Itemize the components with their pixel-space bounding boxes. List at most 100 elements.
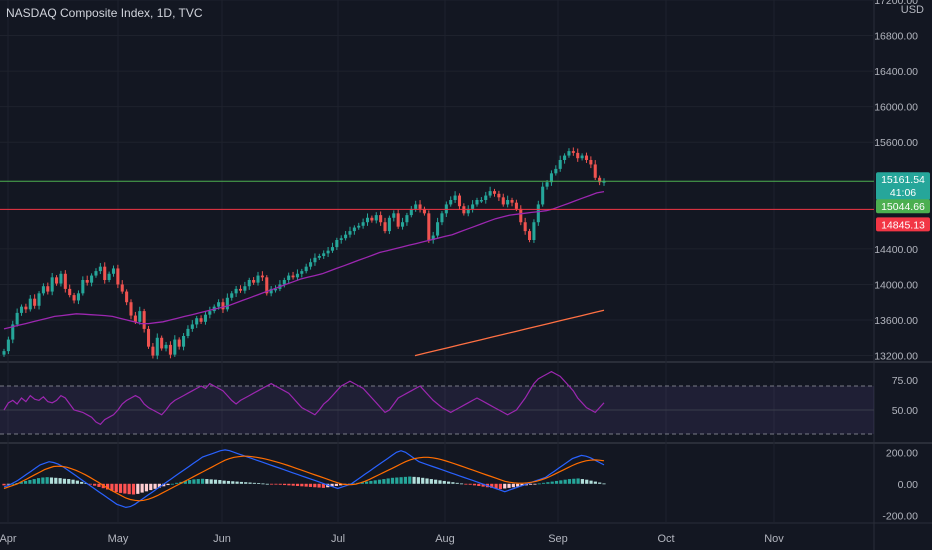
macd-histogram-bar (287, 483, 291, 486)
candle (436, 222, 440, 236)
price-tick-label: 13600.00 (874, 315, 918, 327)
macd-histogram-bar (559, 480, 563, 484)
macd-histogram-bar (175, 482, 179, 484)
candle (501, 197, 505, 205)
macd-histogram-bar (2, 483, 6, 486)
candle (514, 202, 518, 209)
candle (457, 195, 462, 207)
candle (221, 302, 225, 310)
candle (361, 222, 365, 226)
candle (506, 200, 510, 205)
candle (291, 275, 295, 278)
macd-histogram-bar (576, 478, 580, 484)
macd-histogram-bar (546, 482, 550, 484)
rsi-tick-label: 75.00 (892, 375, 918, 387)
candle (269, 288, 273, 294)
macd-histogram-bar (308, 483, 313, 487)
candle (598, 177, 602, 183)
ma200-line (414, 309, 605, 357)
macd-histogram-bar (455, 482, 459, 484)
macd-histogram-bar (257, 483, 261, 484)
candle (203, 314, 207, 322)
candle (85, 280, 89, 283)
candle (335, 240, 339, 248)
x-tick-label: Jul (331, 533, 345, 545)
macd-histogram-bar (218, 480, 222, 484)
candle (173, 339, 177, 355)
macd-histogram-bar (369, 480, 373, 484)
macd-histogram-bar (282, 483, 287, 486)
candle (580, 155, 584, 159)
macd-histogram-bar (278, 483, 282, 485)
candle (146, 328, 151, 347)
candle (155, 337, 159, 356)
candle (431, 235, 435, 240)
candle (344, 234, 348, 239)
macd-histogram-bar (265, 483, 269, 485)
macd-histogram-bar (28, 480, 32, 484)
macd-histogram-bar (19, 481, 23, 484)
candle (81, 280, 85, 294)
candle (405, 215, 409, 223)
last-price-label-bg (876, 172, 930, 201)
candle (497, 193, 501, 198)
candle (471, 204, 475, 209)
macd-histogram-bar (105, 483, 110, 490)
macd-histogram-bar (593, 481, 597, 484)
candle (401, 222, 405, 227)
candle (558, 160, 562, 169)
candle (33, 298, 37, 306)
macd-histogram-bar (403, 476, 408, 484)
candle (475, 200, 479, 205)
candle (484, 195, 488, 200)
macd-histogram-bar (41, 477, 45, 484)
signal-line (3, 455, 605, 502)
macd-histogram-bar (274, 483, 278, 485)
macd-histogram-bar (36, 478, 41, 484)
price-tick-label: 14000.00 (874, 279, 918, 291)
candle (41, 286, 45, 294)
candle (28, 298, 32, 310)
candle (563, 155, 567, 160)
macd-histogram-bar (123, 483, 127, 494)
candle (151, 346, 155, 356)
macd-histogram-bar (602, 483, 606, 485)
rsi-pane (0, 370, 874, 435)
macd-histogram-bar (162, 483, 166, 487)
macd-histogram-bar (421, 477, 425, 484)
candle (593, 164, 597, 178)
candle (554, 168, 558, 174)
candle (252, 280, 256, 283)
candle (295, 273, 299, 278)
candle (383, 222, 387, 232)
candle (449, 200, 453, 205)
candle (164, 344, 168, 349)
candle (142, 311, 146, 329)
macd-histogram-bar (412, 476, 416, 484)
macd-histogram-bar (395, 477, 399, 484)
candle (352, 227, 356, 232)
macd-histogram-bar (373, 480, 377, 484)
macd-histogram-bar (58, 478, 62, 484)
x-tick-label: Sep (548, 533, 568, 545)
candle (186, 328, 190, 336)
x-tick-label: May (108, 533, 129, 545)
macd-histogram-bar (386, 478, 390, 484)
candle (370, 217, 374, 221)
macd-histogram-bar (477, 483, 481, 486)
currency-label: USD (900, 4, 924, 16)
macd-histogram-bar (209, 479, 213, 484)
macd-histogram-bar (572, 478, 576, 484)
price-tick-label: 16000.00 (874, 102, 918, 114)
ma-price-label-bg (876, 199, 930, 214)
candle (138, 311, 142, 322)
candle (549, 173, 553, 183)
candle (107, 273, 111, 280)
macd-histogram-bar (192, 479, 196, 484)
macd-histogram-bar (291, 483, 295, 486)
candle (523, 222, 527, 232)
macd-histogram-bar (339, 483, 343, 486)
macd-histogram-bar (80, 481, 84, 484)
macd-histogram-bar (520, 483, 524, 486)
macd-histogram-bar (533, 483, 537, 485)
